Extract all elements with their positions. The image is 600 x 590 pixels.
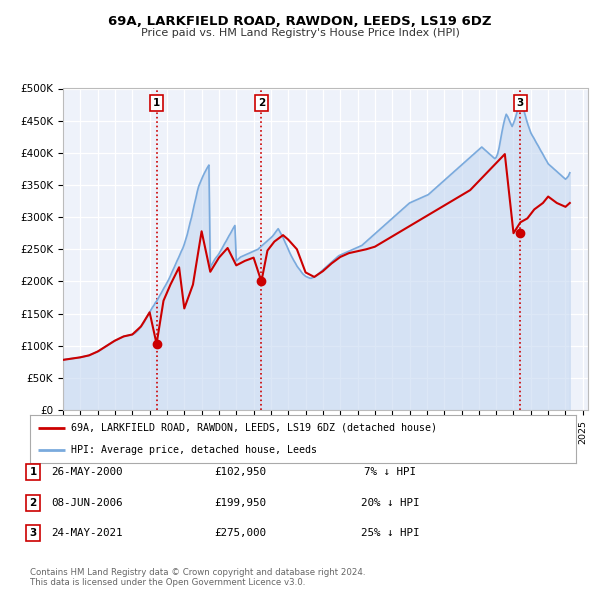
Text: 08-JUN-2006: 08-JUN-2006 (51, 498, 123, 507)
Text: 2: 2 (258, 98, 265, 108)
Text: 7% ↓ HPI: 7% ↓ HPI (364, 467, 416, 477)
Text: 3: 3 (517, 98, 524, 108)
Text: 20% ↓ HPI: 20% ↓ HPI (361, 498, 419, 507)
Text: 25% ↓ HPI: 25% ↓ HPI (361, 529, 419, 538)
Text: 69A, LARKFIELD ROAD, RAWDON, LEEDS, LS19 6DZ: 69A, LARKFIELD ROAD, RAWDON, LEEDS, LS19… (108, 15, 492, 28)
Text: 26-MAY-2000: 26-MAY-2000 (51, 467, 123, 477)
Text: 2: 2 (29, 498, 37, 507)
Text: HPI: Average price, detached house, Leeds: HPI: Average price, detached house, Leed… (71, 445, 317, 455)
Text: 69A, LARKFIELD ROAD, RAWDON, LEEDS, LS19 6DZ (detached house): 69A, LARKFIELD ROAD, RAWDON, LEEDS, LS19… (71, 423, 437, 433)
Text: Price paid vs. HM Land Registry's House Price Index (HPI): Price paid vs. HM Land Registry's House … (140, 28, 460, 38)
Text: 3: 3 (29, 529, 37, 538)
Text: 1: 1 (29, 467, 37, 477)
Text: £275,000: £275,000 (214, 529, 266, 538)
Text: Contains HM Land Registry data © Crown copyright and database right 2024.
This d: Contains HM Land Registry data © Crown c… (30, 568, 365, 587)
Text: £199,950: £199,950 (214, 498, 266, 507)
Text: 24-MAY-2021: 24-MAY-2021 (51, 529, 123, 538)
Text: £102,950: £102,950 (214, 467, 266, 477)
Text: 1: 1 (153, 98, 160, 108)
